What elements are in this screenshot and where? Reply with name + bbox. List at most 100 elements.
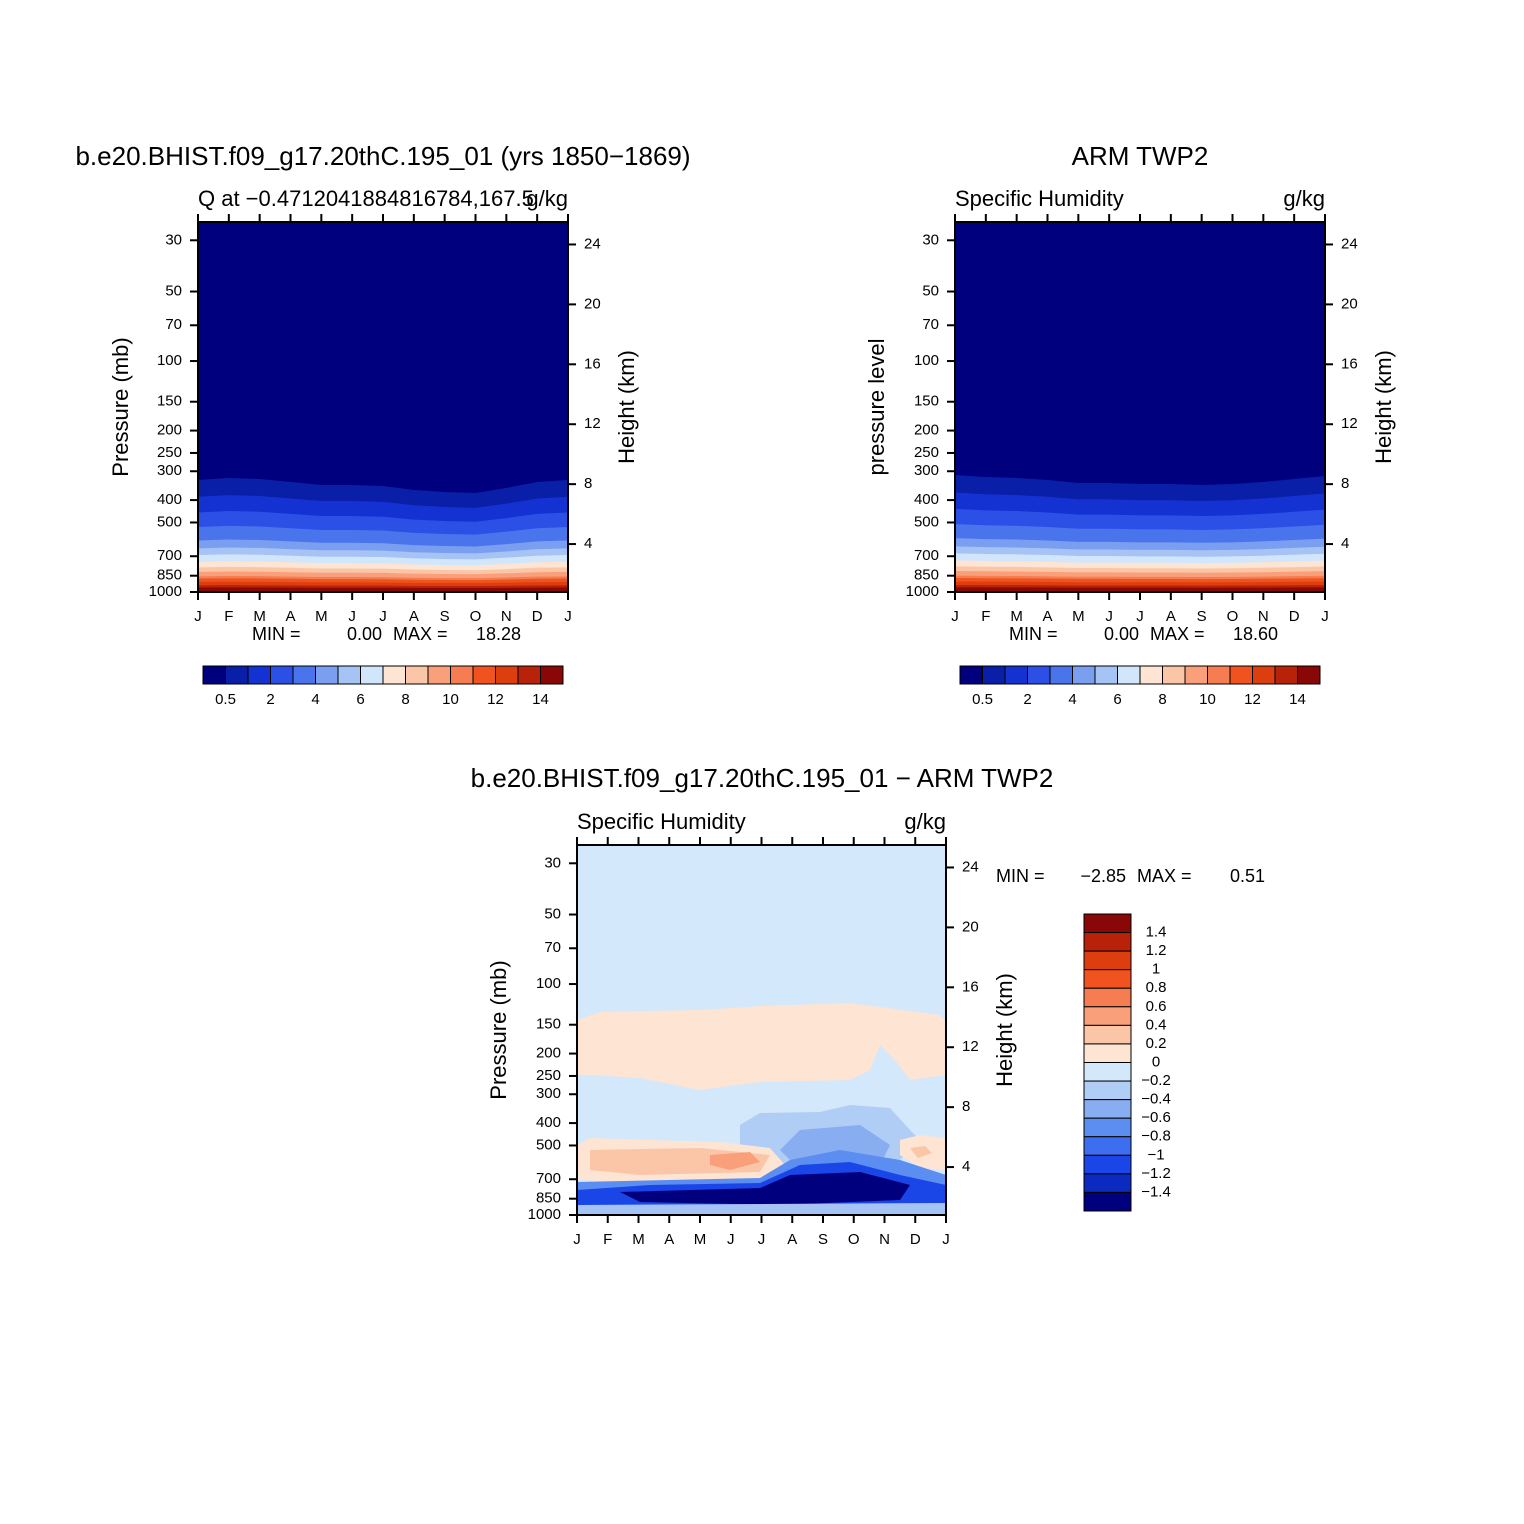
max-text: MAX = — [1150, 624, 1205, 644]
colorbar-box — [1297, 665, 1321, 685]
x-tick-label: M — [632, 1231, 645, 1248]
y2-axis-label: Height (km) — [614, 350, 639, 464]
y-tick-label: 400 — [157, 491, 182, 508]
y2-tick-label: 20 — [1341, 295, 1358, 312]
y2-tick-label: 4 — [1341, 535, 1349, 552]
colorbar-label: 8 — [401, 691, 409, 708]
colorbar-box — [1083, 1173, 1132, 1193]
x-tick-label: J — [942, 1231, 950, 1248]
y-axis-label: Pressure (mb) — [486, 960, 511, 1099]
y-axis-label: pressure level — [864, 339, 889, 476]
y-tick-label: 500 — [536, 1136, 561, 1153]
x-tick-label: J — [1321, 608, 1329, 625]
y-tick-label: 30 — [544, 854, 561, 871]
colorbar-box — [1083, 1024, 1132, 1045]
x-tick-label: S — [818, 1231, 828, 1248]
colorbar-box — [1083, 1043, 1132, 1063]
colorbar-box — [225, 665, 249, 685]
y-tick-label: 30 — [165, 231, 182, 248]
contour-fill — [620, 1172, 910, 1205]
y-tick-label: 250 — [914, 444, 939, 461]
colorbar-label: 0.2 — [1146, 1035, 1167, 1052]
colorbar-box — [1083, 1154, 1132, 1175]
max-text: MAX = — [393, 624, 448, 644]
y-tick-label: 300 — [157, 462, 182, 479]
y-tick-label: 70 — [544, 939, 561, 956]
colorbar-label: 0.4 — [1146, 1016, 1167, 1033]
y-tick-label: 30 — [922, 231, 939, 248]
colorbar-box — [1083, 1006, 1132, 1026]
colorbar-label: 0 — [1152, 1053, 1160, 1070]
colorbar-label: −0.8 — [1141, 1128, 1171, 1145]
x-tick-label: J — [758, 1231, 766, 1248]
contour-field — [955, 222, 1325, 592]
contour-fill — [710, 1152, 760, 1170]
x-tick-label: D — [532, 608, 543, 625]
y-tick-label: 50 — [544, 905, 561, 922]
x-tick-label: D — [1289, 608, 1300, 625]
colorbar-box — [427, 665, 451, 685]
colorbar-box — [1083, 1117, 1132, 1138]
x-tick-label: F — [603, 1231, 612, 1248]
colorbar-box — [1274, 665, 1298, 685]
colorbar-box — [982, 665, 1006, 685]
x-tick-label: A — [787, 1231, 797, 1248]
colorbar-label: 0.8 — [1146, 979, 1167, 996]
colorbar-label: 8 — [1158, 691, 1166, 708]
colorbar-box — [1083, 1191, 1132, 1212]
colorbar-label: 0.5 — [215, 691, 236, 708]
y-tick-label: 250 — [157, 444, 182, 461]
colorbar-box — [1083, 1062, 1132, 1082]
colorbar-box — [1207, 665, 1231, 685]
contour-fill — [577, 1003, 946, 1090]
colorbar-box — [450, 665, 474, 685]
x-tick-label: J — [564, 608, 572, 625]
y2-tick-label: 4 — [962, 1158, 970, 1175]
colorbar-label: 4 — [1068, 691, 1076, 708]
colorbar-box — [1004, 665, 1028, 685]
x-tick-label: N — [501, 608, 512, 625]
y2-tick-label: 12 — [1341, 415, 1358, 432]
panel-title: b.e20.BHIST.f09_g17.20thC.195_01 (yrs 18… — [75, 141, 690, 171]
colorbar-box — [247, 665, 271, 685]
y-tick-label: 700 — [157, 547, 182, 564]
y-tick-label: 1000 — [528, 1206, 561, 1223]
x-tick-label: N — [879, 1231, 890, 1248]
y2-tick-label: 24 — [962, 858, 979, 875]
panel-title: ARM TWP2 — [1072, 141, 1209, 171]
x-tick-label: O — [1227, 608, 1239, 625]
colorbar-label: 12 — [1244, 691, 1261, 708]
y2-tick-label: 8 — [1341, 475, 1349, 492]
colorbar-box — [1139, 665, 1163, 685]
subtitle-left: Q at −0.4712041884816784,167.5 — [198, 186, 534, 211]
colorbar-box — [1229, 665, 1253, 685]
y-tick-label: 700 — [536, 1170, 561, 1187]
colorbar-label: 10 — [1199, 691, 1216, 708]
min-value: 0.00 — [1104, 624, 1139, 644]
y-tick-label: 850 — [914, 567, 939, 584]
colorbar-box — [517, 665, 541, 685]
colorbar-label: −0.2 — [1141, 1072, 1171, 1089]
y-tick-label: 400 — [536, 1114, 561, 1131]
x-tick-label: F — [981, 608, 990, 625]
subtitle-left: Specific Humidity — [955, 186, 1124, 211]
colorbar-label: 14 — [1289, 691, 1306, 708]
x-tick-label: M — [694, 1231, 707, 1248]
colorbar-label: 6 — [1113, 691, 1121, 708]
colorbar-box — [959, 665, 983, 685]
contour-field — [577, 845, 946, 1215]
colorbar-label: −0.6 — [1141, 1109, 1171, 1126]
x-tick-label: A — [409, 608, 419, 625]
y-tick-label: 850 — [536, 1190, 561, 1207]
y-tick-label: 150 — [536, 1016, 561, 1033]
y2-tick-label: 8 — [962, 1098, 970, 1115]
contour-fill — [955, 587, 1325, 592]
y2-tick-label: 16 — [1341, 355, 1358, 372]
colorbar-box — [540, 665, 564, 685]
y2-tick-label: 24 — [1341, 235, 1358, 252]
colorbar-box — [202, 665, 226, 685]
subtitle-left: Specific Humidity — [577, 809, 746, 834]
y2-tick-label: 8 — [584, 475, 592, 492]
y-tick-label: 500 — [157, 513, 182, 530]
